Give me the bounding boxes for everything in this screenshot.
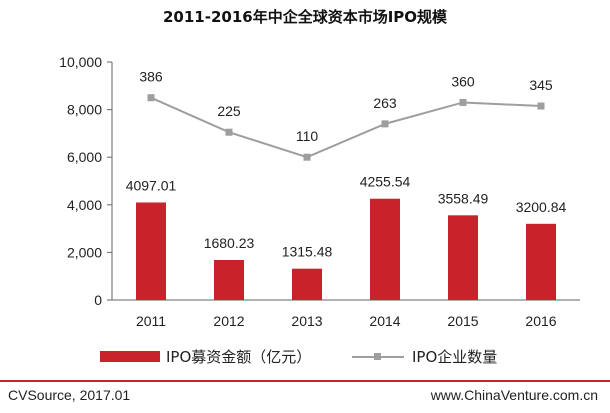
bar <box>526 223 556 300</box>
line-data-label: 345 <box>529 77 553 93</box>
y-tick-label: 0 <box>94 292 102 308</box>
source-text: CVSource, 2017.01 <box>8 387 131 403</box>
bar <box>370 198 400 300</box>
legend-bar-swatch <box>100 351 160 362</box>
y-tick-label: 8,000 <box>67 102 102 118</box>
line-series <box>150 96 542 159</box>
x-tick-label: 2012 <box>213 313 244 329</box>
line-point <box>459 98 467 106</box>
chart-title: 2011-2016年中企全球资本市场IPO规模 <box>162 8 448 26</box>
bar-data-label: 3200.84 <box>516 199 567 215</box>
website-text: www.ChinaVenture.com.cn <box>430 387 598 403</box>
bar-data-label: 1315.48 <box>282 244 333 260</box>
y-tick-label: 6,000 <box>67 149 102 165</box>
legend-item-line: IPO企业数量 <box>352 346 497 367</box>
bar <box>292 268 322 300</box>
line-point <box>147 94 155 102</box>
bar-data-label: 1680.23 <box>204 235 255 251</box>
y-tick-label: 2,000 <box>67 244 102 260</box>
line-data-label: 110 <box>296 128 319 144</box>
bar-data-label: 3558.49 <box>438 190 489 206</box>
line-data-label: 263 <box>373 95 397 111</box>
bar <box>136 202 166 300</box>
legend-bar-label: IPO募资金额（亿元） <box>166 348 312 366</box>
y-tick-label: 4,000 <box>67 197 102 213</box>
x-tick-label: 2014 <box>369 313 400 329</box>
legend-line-swatch <box>352 351 404 362</box>
line-data-label: 386 <box>139 69 163 85</box>
x-tick-label: 2013 <box>291 313 322 329</box>
x-tick-label: 2016 <box>525 313 556 329</box>
line-data-label: 360 <box>451 73 475 89</box>
line-point <box>225 128 233 136</box>
bar-data-label: 4097.01 <box>126 177 177 193</box>
bar <box>214 260 244 300</box>
footer-divider <box>0 380 610 382</box>
y-tick-label: 10,000 <box>59 54 102 70</box>
legend-item-bar: IPO募资金额（亿元） <box>100 346 311 367</box>
bar <box>448 215 478 300</box>
line-point <box>381 120 389 128</box>
line-point <box>537 102 545 110</box>
x-tick-label: 2011 <box>136 313 166 329</box>
x-tick-label: 2015 <box>447 313 478 329</box>
line-point <box>303 153 311 161</box>
bar-data-label: 4255.54 <box>360 174 411 190</box>
line-data-label: 225 <box>217 103 241 119</box>
legend-line-label: IPO企业数量 <box>412 348 498 366</box>
